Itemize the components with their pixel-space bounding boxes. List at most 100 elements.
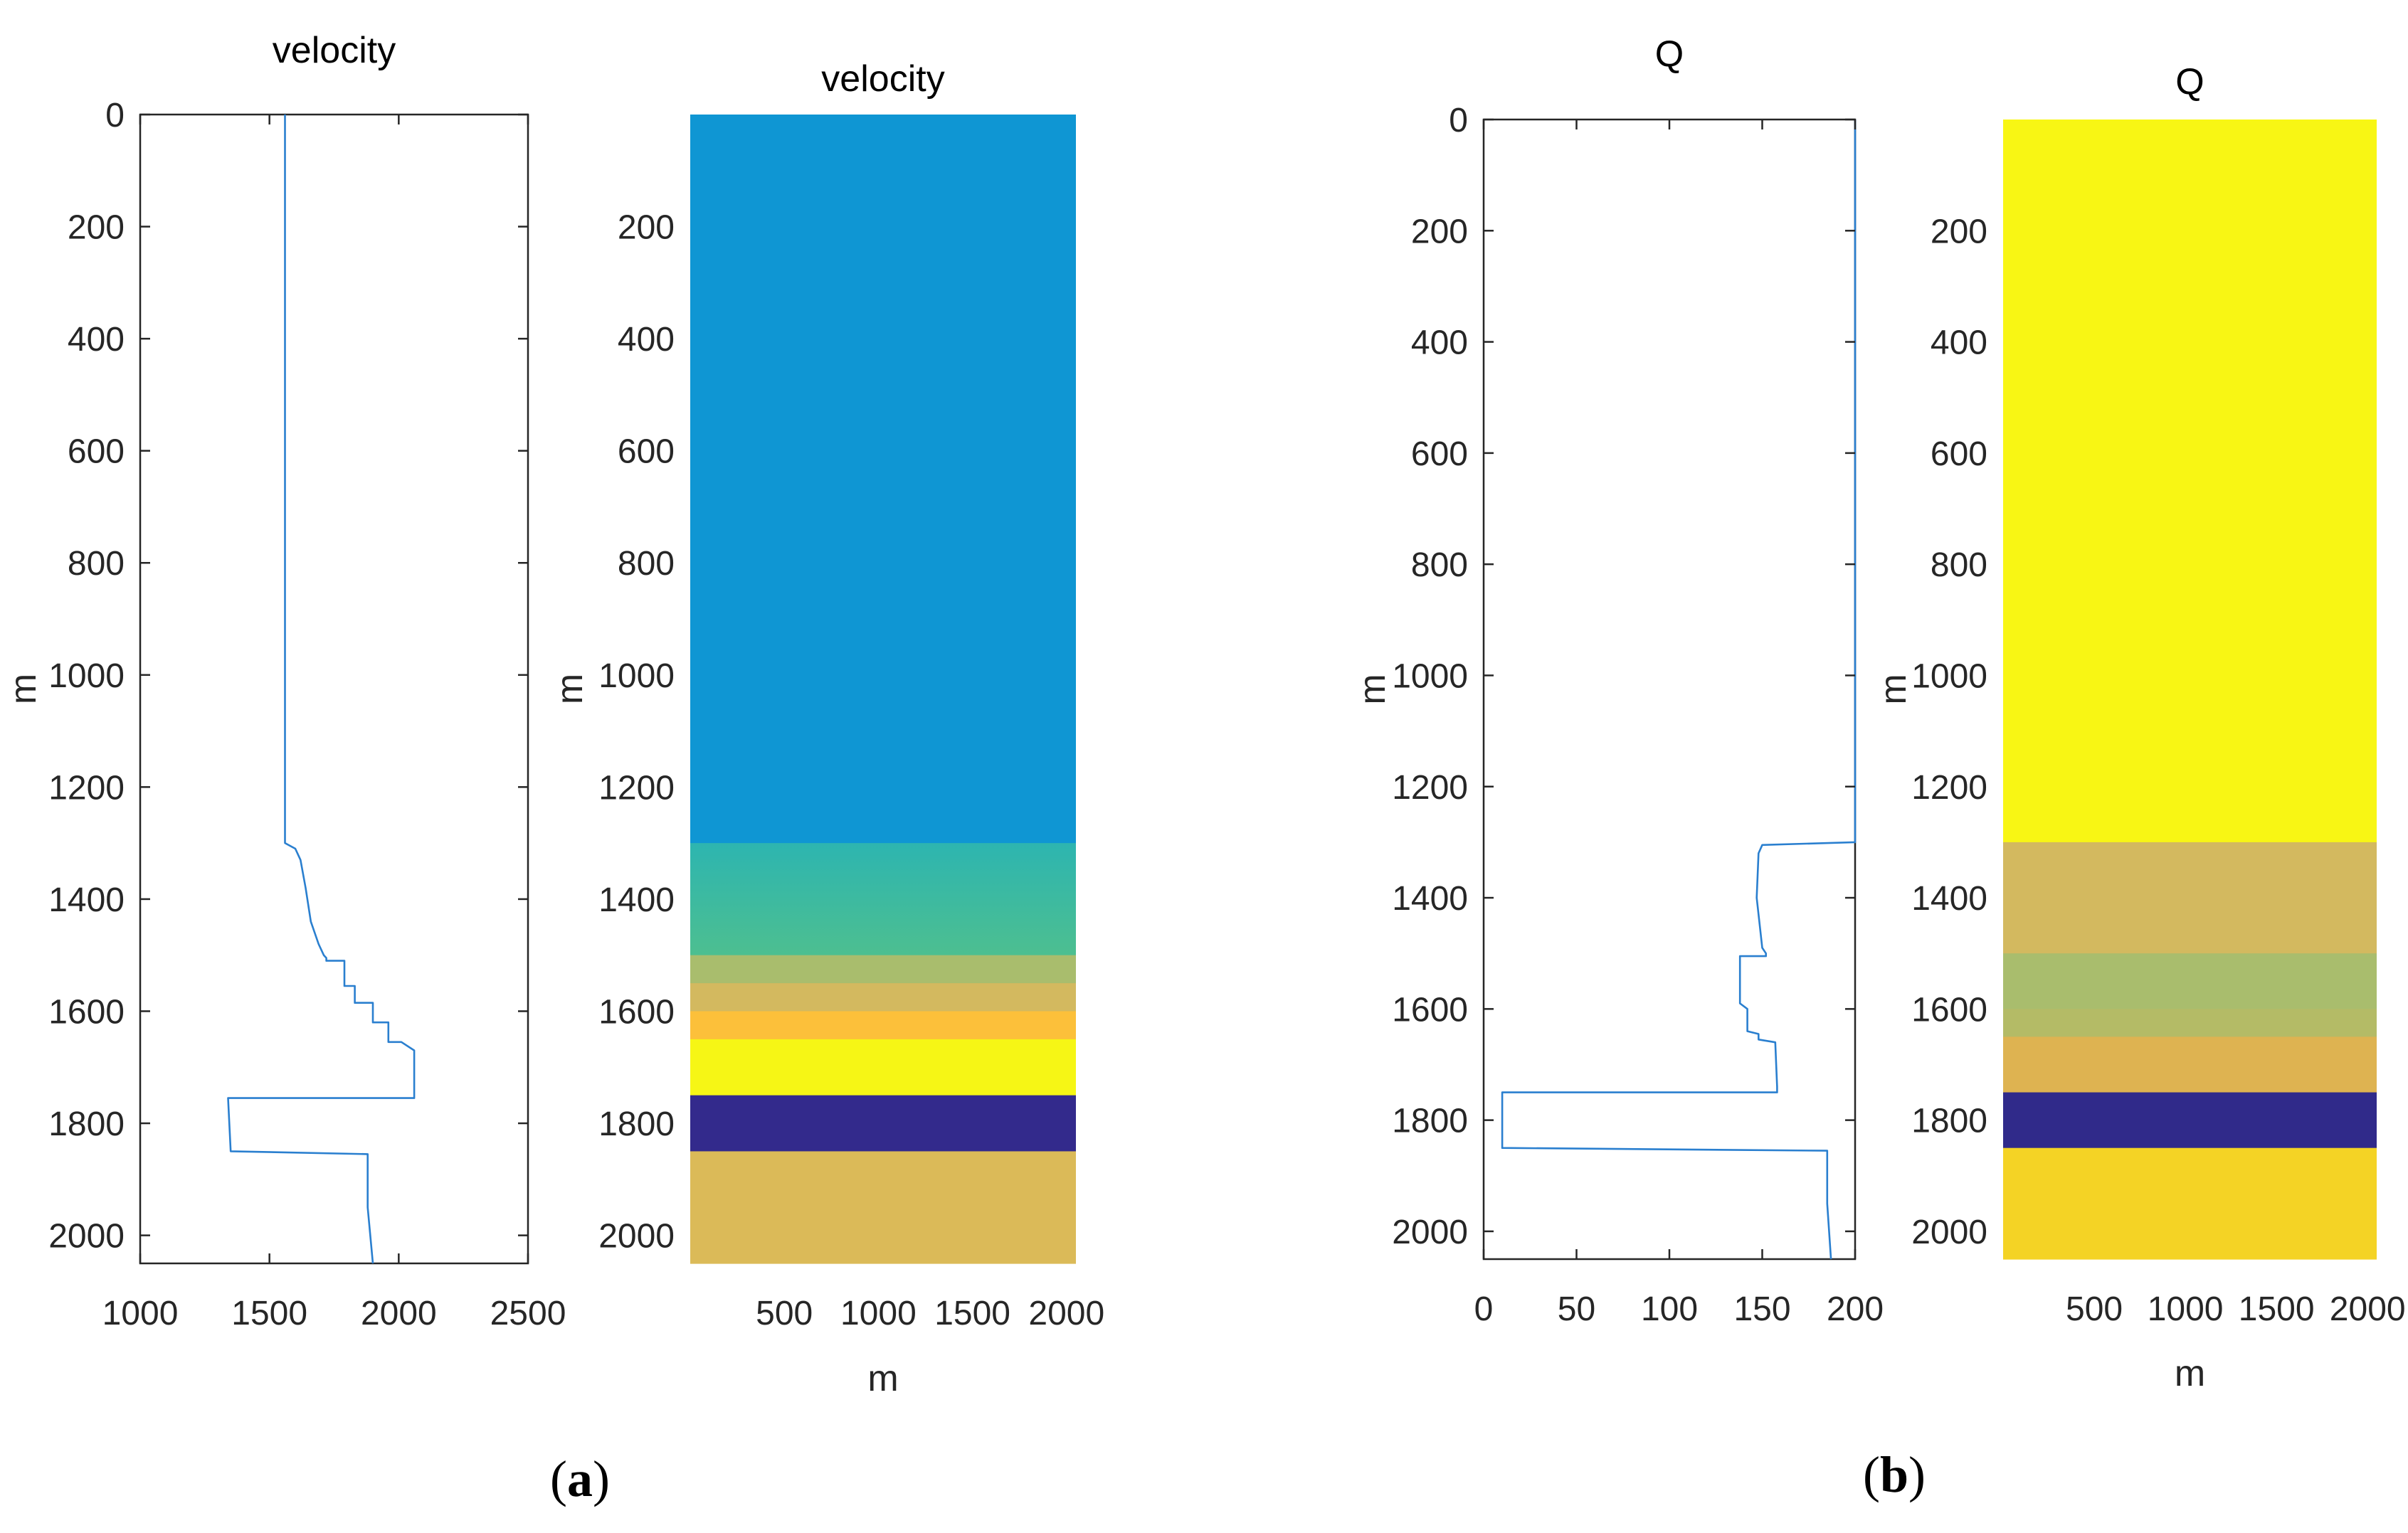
caption-b-letter: b (1880, 1446, 1908, 1503)
y-tick-label: 1400 (598, 881, 675, 919)
x-tick-label: 2000 (361, 1295, 437, 1332)
y-tick-label: 800 (618, 545, 675, 583)
caption-a-open: ( (550, 1450, 567, 1507)
heatmap-layer (2003, 953, 2377, 1009)
y-tick-label: 400 (618, 321, 675, 359)
y-tick-label: 1200 (48, 769, 125, 807)
y-tick-label: 800 (1931, 546, 1987, 584)
y-tick-label: 600 (618, 433, 675, 471)
chart-title: Q (1655, 33, 1684, 75)
x-tick-label: 500 (2066, 1290, 2123, 1328)
y-tick-label: 1400 (48, 881, 125, 919)
chart-title: velocity (273, 30, 396, 71)
caption-a: (a) (550, 1450, 610, 1507)
y-tick-label: 1400 (1392, 880, 1468, 918)
x-axis-label: m (867, 1358, 898, 1399)
axes-box (139, 113, 529, 1265)
heatmap-layer (2003, 1147, 2377, 1260)
series-line-Q (1501, 120, 1857, 1260)
heatmap-layer (2003, 1092, 2377, 1149)
y-tick-label: 400 (1411, 324, 1468, 362)
x-tick-label: 1500 (2239, 1290, 2315, 1328)
heatmap-layer (690, 983, 1076, 1012)
y-tick-label: 1200 (598, 769, 675, 807)
y-tick-label: 1000 (1911, 657, 1987, 695)
caption-b-open: ( (1863, 1446, 1880, 1503)
x-tick-label: 500 (756, 1295, 813, 1332)
y-tick-label: 600 (1931, 435, 1987, 473)
heatmap-layer (2003, 1009, 2377, 1038)
y-tick-label: 600 (1411, 435, 1468, 473)
y-tick-label: 1800 (1392, 1103, 1468, 1140)
y-tick-label: 1600 (1392, 991, 1468, 1029)
y-tick-label: 1600 (598, 993, 675, 1031)
x-tick-label: 1500 (231, 1295, 307, 1332)
y-tick-label: 400 (1931, 324, 1987, 362)
y-tick-label: 200 (1411, 213, 1468, 250)
y-tick-label: 800 (68, 545, 125, 583)
y-tick-label: 1000 (1392, 657, 1468, 695)
chart-panel-a-heatmap: 200 400 600 800 1000 1200 1400 1600 1800 2000 500 1… (549, 58, 1104, 1399)
chart-title: Q (2175, 61, 2204, 102)
y-tick-label: 1200 (1392, 769, 1468, 807)
heatmap-layer (2003, 842, 2377, 954)
heatmap-layer (690, 955, 1076, 984)
y-tick-label: 1000 (598, 657, 675, 695)
y-tick-label: 0 (1449, 102, 1468, 139)
chart-panel-a-line: 0 200 400 600 800 1000 1200 1400 1600 1800 2000 100… (3, 30, 566, 1332)
y-tick-label: 2000 (1392, 1214, 1468, 1251)
caption-b: (b) (1863, 1446, 1926, 1503)
x-tick-label: 1000 (2148, 1290, 2224, 1328)
heatmap-layer (690, 1039, 1076, 1096)
y-tick-label: 1000 (48, 657, 125, 695)
x-tick-label: 2000 (2330, 1290, 2406, 1328)
y-tick-label: 0 (105, 97, 125, 134)
y-tick-label: 1600 (48, 993, 125, 1031)
y-axis-label: m (1873, 674, 1914, 704)
x-tick-label: 2000 (1028, 1295, 1104, 1332)
x-tick-label: 1000 (840, 1295, 917, 1332)
heatmap-layer (690, 115, 1076, 844)
x-tick-label: 100 (1641, 1290, 1698, 1328)
y-tick-label: 800 (1411, 546, 1468, 584)
y-tick-label: 2000 (1911, 1214, 1987, 1251)
heatmap-layer (2003, 1036, 2377, 1093)
y-tick-label: 1400 (1911, 880, 1987, 918)
x-tick-label: 50 (1558, 1290, 1595, 1328)
caption-b-close: ) (1908, 1446, 1926, 1503)
chart-title: velocity (821, 58, 944, 100)
y-tick-label: 2000 (598, 1218, 675, 1256)
y-axis-label: m (3, 674, 44, 704)
heatmap-layer (2003, 120, 2377, 843)
y-tick-label: 1200 (1911, 769, 1987, 807)
y-axis-label: m (1352, 674, 1393, 704)
chart-panel-b-line: 0 200 400 600 800 1000 1200 1400 1600 1800 2000 0 50… (1352, 33, 1884, 1328)
y-tick-label: 1800 (48, 1105, 125, 1143)
x-tick-label: 1000 (102, 1295, 179, 1332)
x-axis-label: m (2175, 1353, 2205, 1394)
caption-a-close: ) (593, 1450, 610, 1507)
y-tick-label: 2000 (48, 1218, 125, 1256)
series-line-velocity (227, 115, 416, 1264)
y-tick-label: 600 (68, 433, 125, 471)
y-tick-label: 400 (68, 321, 125, 359)
y-tick-label: 200 (618, 209, 675, 247)
y-tick-label: 1600 (1911, 991, 1987, 1029)
y-tick-label: 200 (1931, 213, 1987, 250)
y-tick-label: 1800 (598, 1105, 675, 1143)
y-axis-label: m (549, 674, 591, 704)
x-tick-label: 150 (1733, 1290, 1790, 1328)
x-tick-label: 0 (1474, 1290, 1494, 1328)
x-tick-label: 200 (1827, 1290, 1884, 1328)
y-tick-label: 1800 (1911, 1103, 1987, 1140)
caption-a-letter: a (567, 1450, 593, 1507)
heatmap-layer (690, 1151, 1076, 1264)
x-tick-label: 1500 (934, 1295, 1010, 1332)
heatmap-layer (690, 1011, 1076, 1040)
heatmap-layer (690, 843, 1076, 956)
heatmap-layer (690, 1095, 1076, 1152)
chart-panel-b-heatmap: 200 400 600 800 1000 1200 1400 1600 1800 2000 500 1… (1873, 61, 2406, 1394)
y-tick-label: 200 (68, 209, 125, 247)
x-tick-label: 2500 (490, 1295, 566, 1332)
